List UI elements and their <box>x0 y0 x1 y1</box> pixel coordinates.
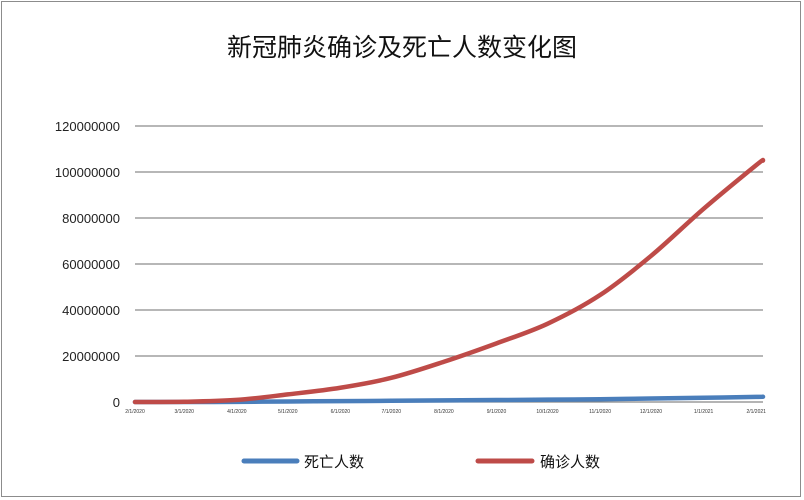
y-tick-label: 80000000 <box>62 211 120 226</box>
series-line-0 <box>132 394 766 405</box>
x-tick-label: 2/1/2021 <box>746 409 766 415</box>
x-tick-label: 2/1/2020 <box>125 409 145 415</box>
y-tick-label: 20000000 <box>62 349 120 364</box>
legend-label-0: 死亡人数 <box>304 453 364 471</box>
x-tick-label: 5/1/2020 <box>278 409 298 415</box>
legend-label-1: 确诊人数 <box>540 453 600 471</box>
legend: 死亡人数 确诊人数 <box>241 453 600 471</box>
x-tick-label: 10/1/2020 <box>536 409 558 415</box>
x-tick-label: 3/1/2020 <box>174 409 194 415</box>
x-tick-label: 12/1/2020 <box>640 409 662 415</box>
y-tick-label: 120000000 <box>55 119 120 134</box>
x-tick-label: 7/1/2020 <box>382 409 402 415</box>
x-tick-label: 11/1/2020 <box>589 409 611 415</box>
chart-title: 新冠肺炎确诊及死亡人数变化图 <box>226 33 577 62</box>
x-axis-ticks: 2/1/2020 3/1/2020 4/1/2020 5/1/2020 6/1/2020… <box>125 409 766 415</box>
y-tick-label: 40000000 <box>62 303 120 318</box>
y-tick-label: 60000000 <box>62 257 120 272</box>
x-tick-label: 6/1/2020 <box>331 409 351 415</box>
series-line-1 <box>132 157 766 405</box>
grid-lines <box>135 125 763 403</box>
x-tick-label: 1/1/2021 <box>694 409 714 415</box>
x-tick-label: 8/1/2020 <box>434 409 454 415</box>
x-tick-label: 9/1/2020 <box>487 409 507 415</box>
x-tick-label: 4/1/2020 <box>227 409 247 415</box>
y-tick-label: 100000000 <box>55 165 120 180</box>
y-axis-ticks: 0 20000000 40000000 60000000 80000000 1000000… <box>55 119 120 410</box>
series-lines <box>132 157 766 405</box>
y-tick-label: 0 <box>113 395 120 410</box>
